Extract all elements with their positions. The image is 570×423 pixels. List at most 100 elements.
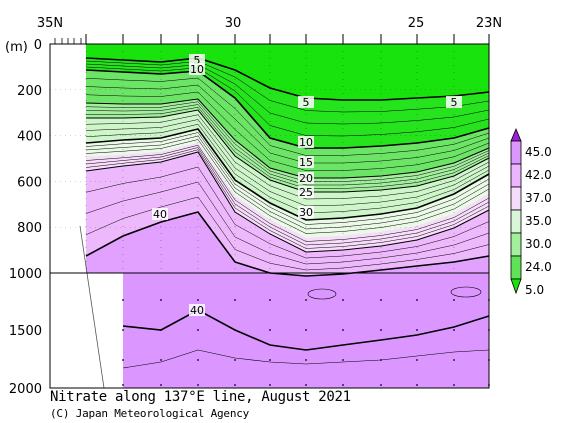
station-dot [234,359,236,361]
contour-thin-12 [85,132,490,225]
contour-thin-3 [85,77,490,156]
colorbar-segment [510,140,522,165]
station-dot [305,329,307,331]
station-dot [342,329,344,331]
contour-label: 40 [153,208,167,221]
contour-42-deep [122,349,490,369]
station-dot [453,299,455,301]
station-dot [305,299,307,301]
colorbar-label: 42.0 [525,168,552,182]
y-tick-label: 1000 [9,267,42,282]
x-tick-label: 35N [37,16,63,31]
colorbar-bottom-arrow [510,278,522,295]
station-dot [305,384,307,386]
station-dot [122,299,124,301]
bottom-profile-line [79,225,105,389]
contour-eddy-1 [307,288,337,300]
contour-thin-18 [85,166,490,259]
station-dot [197,384,199,386]
station-dot [342,384,344,386]
station-dot [160,299,162,301]
station-dot [269,329,271,331]
contour-thin-15 [85,144,490,242]
contour-thin-19 [85,181,490,265]
station-dot [160,329,162,331]
colorbar-label: 24.0 [525,260,552,274]
station-dot [453,359,455,361]
station-dot [380,359,382,361]
contour-label: 10 [190,63,204,76]
contour-label-bg [189,63,205,75]
contour-thin-14 [85,139,490,234]
colorbar-label: 5.0 [525,283,544,297]
contour-label: 25 [299,186,313,199]
contour-thin-1 [85,63,490,125]
band-20-25 [86,99,489,192]
contour-thin-17 [85,149,490,249]
y-tick-label: 0 [34,38,42,53]
y-tick-label: 800 [17,221,42,236]
colorbar: 45.0 42.0 37.0 35.0 30.0 24.0 5.0 [510,127,552,297]
y-tick-label: 1500 [9,324,42,339]
contour-label: 20 [299,172,313,185]
contour-thin-13 [85,135,490,230]
station-dot [269,359,271,361]
contour-label: 5 [194,54,201,67]
band-10-20 [86,70,489,178]
colorbar-label: 30.0 [525,237,552,251]
contour-label-bg [298,156,314,168]
chart-title: Nitrate along 137°E line, August 2021 [50,389,351,405]
contour-25 [86,109,490,193]
contour-thin-7 [85,104,490,186]
x-tick-label: 25 [408,16,425,31]
contour-thin-5 [85,91,490,171]
contour-40 [85,211,490,277]
land-lower [50,273,123,388]
contour-thin-2 [85,66,490,137]
contour-eddy-2 [450,286,482,298]
contour-thin-9 [85,114,490,200]
station-dot [160,384,162,386]
station-dot [269,384,271,386]
contour-thin-10 [85,119,490,207]
contour-label-bg [298,96,314,108]
colorbar-segment [510,255,522,280]
contour-thin-6 [85,101,490,182]
colorbar-segment [510,163,522,188]
station-dot [234,299,236,301]
contour-thin-4 [85,84,490,164]
y-tick-label: 600 [17,175,42,190]
contour-label: 5 [303,96,310,109]
colorbar-label: 37.0 [525,191,552,205]
land-upper [50,44,86,273]
station-dot [234,329,236,331]
colorbar-segment [510,232,522,257]
colorbar-segment [510,209,522,234]
station-dot [380,299,382,301]
station-dot [122,384,124,386]
contour-label-bg [446,96,462,108]
band-35-37 [86,143,489,252]
station-dot [416,359,418,361]
station-dot [305,359,307,361]
contour-30 [85,128,490,221]
station-dot [197,329,199,331]
contour-thin-11 [85,123,490,214]
y-tick-label: 400 [17,130,42,145]
contour-thin-8 [85,106,490,189]
x-tick-label: 30 [225,16,242,31]
contour-thin-0 [85,60,490,113]
chart-credit: (C) Japan Meteorological Agency [50,407,250,420]
contour-20 [85,98,490,179]
x-tick-label: 23N [476,16,502,31]
colorbar-label: 35.0 [525,214,552,228]
station-dot [160,359,162,361]
contour-label: 5 [451,96,458,109]
band-25-30 [86,110,489,220]
contour-label: 40 [190,304,204,317]
station-dot [453,384,455,386]
contour-label-bg [189,304,205,316]
station-dot [342,359,344,361]
station-dot [380,329,382,331]
